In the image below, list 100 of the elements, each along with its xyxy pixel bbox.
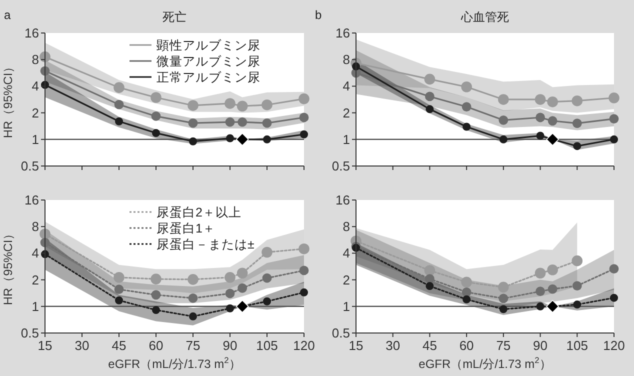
point <box>226 134 234 142</box>
y-tick-label: 0.5 <box>20 158 39 174</box>
x-tick-label: 105 <box>566 338 588 353</box>
y-tick-label: 4 <box>32 246 39 261</box>
y-tick-label: 16 <box>336 192 350 208</box>
point <box>536 302 544 310</box>
y-tick-label: 8 <box>32 219 39 234</box>
point <box>300 130 308 138</box>
point <box>424 265 436 276</box>
chart-title: 死亡 <box>162 10 186 24</box>
point <box>236 100 248 112</box>
point <box>536 286 545 296</box>
text: b <box>315 8 322 22</box>
point <box>298 243 310 254</box>
point <box>534 94 546 105</box>
point <box>547 96 558 108</box>
point <box>188 118 198 128</box>
point <box>462 295 471 304</box>
y-tick-label: 16 <box>336 26 350 40</box>
text: a <box>4 8 11 22</box>
point <box>498 94 509 105</box>
point <box>462 287 472 297</box>
x-tick-label: 60 <box>148 338 164 353</box>
legend-label: 尿蛋白2＋以上 <box>156 206 242 220</box>
legend-label: 微量アルブミン尿 <box>156 54 260 68</box>
point <box>536 132 544 140</box>
x-axis-title: eGFR（mL/分/1.73 m$^{2}$） <box>418 355 552 371</box>
point <box>225 117 235 127</box>
point <box>189 137 197 146</box>
point <box>151 112 161 121</box>
point <box>115 117 123 126</box>
y-axis-title: HR（95%CI） <box>1 60 15 138</box>
x-tick-label: 15 <box>38 338 52 353</box>
point <box>226 304 234 312</box>
point <box>224 98 236 109</box>
point <box>546 300 559 313</box>
point <box>300 288 308 296</box>
point <box>236 268 248 279</box>
point <box>425 92 434 102</box>
point <box>610 294 618 302</box>
x-tick-label: 120 <box>603 338 625 353</box>
point <box>499 135 508 144</box>
point <box>262 246 272 258</box>
point <box>189 312 197 320</box>
point <box>150 274 162 284</box>
point <box>299 112 309 122</box>
point <box>188 293 198 303</box>
y-tick-label: 16 <box>24 26 39 40</box>
point <box>462 122 471 131</box>
y-tick-label: 1 <box>342 132 350 147</box>
y-tick-label: 0.5 <box>332 158 350 174</box>
point <box>573 300 582 309</box>
point <box>151 290 161 300</box>
point <box>188 274 198 285</box>
y-tick-label: 4 <box>32 78 39 94</box>
y-tick-label: 2 <box>32 105 39 120</box>
x-axis-title: eGFR（mL/分/1.73 m$^{2}$） <box>108 355 241 371</box>
point <box>298 93 310 104</box>
x-tick-label: 90 <box>533 338 548 353</box>
point <box>188 100 198 111</box>
point <box>534 268 546 279</box>
point <box>461 276 472 288</box>
y-tick-label: 2 <box>32 272 39 288</box>
y-tick-label: 1 <box>32 298 39 314</box>
point <box>499 305 508 314</box>
point <box>572 118 582 128</box>
point <box>114 284 124 294</box>
y-tick-label: 4 <box>342 246 350 261</box>
legend-label: 尿蛋白1＋ <box>156 222 216 236</box>
point <box>573 142 582 150</box>
x-tick-label: 75 <box>496 338 511 353</box>
point <box>498 294 508 304</box>
point <box>236 300 249 313</box>
x-tick-label: 75 <box>186 338 200 353</box>
y-tick-label: 16 <box>24 192 39 208</box>
x-tick-label: 90 <box>222 338 238 353</box>
chart-title: 心血管死 <box>460 10 509 24</box>
point <box>424 74 436 85</box>
x-tick-label: 15 <box>348 338 364 353</box>
point <box>238 283 248 293</box>
y-axis-title: HR（95%CI） <box>1 228 15 306</box>
point <box>262 99 272 110</box>
point <box>536 112 545 122</box>
point <box>610 135 618 144</box>
y-tick-label: 2 <box>342 105 350 120</box>
point <box>461 81 472 92</box>
point <box>299 266 309 276</box>
point <box>114 82 124 93</box>
x-tick-label: 30 <box>386 338 400 353</box>
y-tick-label: 8 <box>342 219 350 234</box>
point <box>224 272 236 283</box>
point <box>152 129 160 138</box>
point <box>546 133 559 146</box>
x-tick-label: 120 <box>293 338 315 353</box>
legend-label: 尿蛋白－または± <box>156 238 254 252</box>
point <box>115 296 123 304</box>
y-tick-label: 0.5 <box>20 326 39 340</box>
y-tick-label: 1 <box>342 298 350 314</box>
y-tick-label: 2 <box>342 272 350 288</box>
point <box>548 284 558 294</box>
